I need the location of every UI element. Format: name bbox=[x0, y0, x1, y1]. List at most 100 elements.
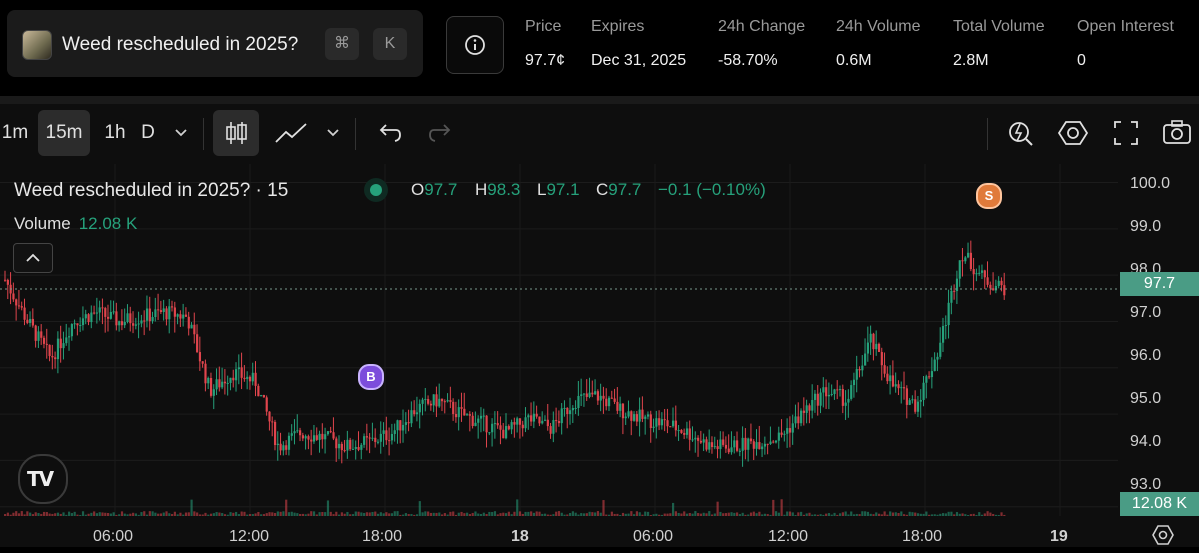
candle-body bbox=[705, 439, 708, 450]
volume-bar bbox=[905, 514, 908, 516]
interval-15m-button[interactable]: 15m bbox=[38, 110, 90, 156]
candle-body bbox=[477, 418, 480, 423]
chart-settings-button[interactable] bbox=[1050, 110, 1096, 156]
volume-bar bbox=[59, 513, 62, 516]
interval-1m-button[interactable]: 1m bbox=[1, 122, 29, 143]
volume-bar bbox=[543, 513, 547, 516]
candle-body bbox=[672, 420, 675, 427]
candle-body bbox=[399, 420, 402, 431]
screenshot-button[interactable] bbox=[1154, 110, 1199, 156]
redo-button[interactable] bbox=[418, 110, 464, 156]
market-search-card[interactable]: Weed rescheduled in 2025? ⌘ K bbox=[7, 10, 423, 77]
candle-body bbox=[805, 405, 808, 413]
candle-body bbox=[791, 423, 794, 433]
candle-body bbox=[989, 284, 992, 289]
volume-bar bbox=[900, 511, 903, 516]
tradingview-logo[interactable]: TV bbox=[18, 454, 68, 504]
volume-bar bbox=[418, 501, 421, 516]
interval-dropdown-button[interactable] bbox=[160, 110, 206, 156]
fullscreen-button[interactable] bbox=[1103, 110, 1149, 156]
collapse-legend-button[interactable] bbox=[13, 243, 53, 273]
chart-type-dropdown-button[interactable] bbox=[310, 110, 356, 156]
volume-bar bbox=[340, 512, 343, 516]
candle-body bbox=[747, 438, 750, 450]
candle-body bbox=[839, 389, 842, 391]
volume-bar bbox=[883, 511, 886, 516]
volume-bar bbox=[827, 513, 831, 516]
candle-body bbox=[502, 429, 505, 439]
candle-body bbox=[580, 394, 583, 396]
volume-bar bbox=[390, 513, 394, 516]
volume-bar bbox=[15, 511, 18, 516]
buy-marker[interactable]: B bbox=[358, 364, 384, 390]
candle-body bbox=[702, 439, 705, 443]
volume-bar bbox=[941, 513, 945, 516]
candle-body bbox=[939, 342, 942, 357]
candle-body bbox=[446, 400, 449, 402]
volume-bar bbox=[81, 511, 85, 516]
volume-bar bbox=[855, 513, 858, 516]
candle-body bbox=[260, 395, 263, 397]
time-axis-label: 12:00 bbox=[229, 528, 270, 545]
price-chart[interactable] bbox=[0, 104, 1199, 547]
volume-bar bbox=[40, 513, 43, 516]
candle-body bbox=[602, 395, 605, 399]
chart-type-candles-button[interactable] bbox=[213, 110, 259, 156]
candle-body bbox=[530, 415, 533, 422]
candle-body bbox=[655, 418, 658, 427]
volume-legend-value: 12.08 K bbox=[78, 214, 138, 233]
stat-price: Price 97.7¢ bbox=[525, 18, 565, 70]
candle-body bbox=[471, 415, 474, 426]
volume-bar bbox=[432, 512, 435, 516]
volume-bar bbox=[452, 511, 455, 516]
volume-bar bbox=[877, 513, 881, 516]
chart-type-line-button[interactable] bbox=[268, 110, 314, 156]
candle-body bbox=[808, 405, 811, 411]
volume-bar bbox=[51, 513, 54, 516]
candle-body bbox=[992, 288, 995, 291]
candle-body bbox=[588, 392, 591, 397]
volume-bar bbox=[299, 513, 302, 516]
volume-bar bbox=[232, 512, 235, 516]
volume-bar bbox=[802, 514, 805, 516]
volume-bar bbox=[964, 514, 967, 516]
candle-body bbox=[722, 439, 725, 445]
volume-bar bbox=[772, 499, 775, 516]
interval-1h-button[interactable]: 1h bbox=[104, 122, 126, 143]
candle-body bbox=[886, 373, 889, 382]
interval-d-button[interactable]: D bbox=[141, 122, 155, 143]
stat-expires: Expires Dec 31, 2025 bbox=[591, 18, 686, 70]
candle-body bbox=[641, 409, 644, 419]
volume-bar bbox=[808, 512, 811, 516]
volume-bar bbox=[666, 513, 669, 516]
candle-body bbox=[385, 430, 388, 441]
candle-body bbox=[338, 443, 341, 449]
volume-bar bbox=[527, 511, 530, 516]
legend-low-value: 97.1 bbox=[546, 180, 580, 199]
quick-search-button[interactable] bbox=[998, 110, 1044, 156]
candle-body bbox=[813, 393, 817, 401]
volume-bar bbox=[930, 514, 934, 516]
volume-bar bbox=[329, 511, 332, 516]
stat-total-volume: Total Volume 2.8M bbox=[953, 18, 1045, 70]
candle-body bbox=[321, 433, 324, 440]
volume-bar bbox=[610, 511, 613, 516]
lightning-search-icon bbox=[1009, 122, 1033, 146]
candle-body bbox=[268, 411, 271, 422]
sell-marker[interactable]: S bbox=[976, 183, 1002, 209]
stat-24h-volume: 24h Volume 0.6M bbox=[836, 18, 921, 70]
undo-button[interactable] bbox=[366, 110, 412, 156]
volume-bar bbox=[488, 511, 491, 516]
candle-body bbox=[610, 397, 613, 399]
candle-body bbox=[137, 323, 140, 325]
volume-bar bbox=[17, 513, 21, 516]
axis-settings-button[interactable] bbox=[1150, 522, 1176, 548]
volume-bar bbox=[382, 513, 385, 516]
volume-bar bbox=[516, 499, 519, 516]
volume-bar bbox=[499, 513, 502, 516]
volume-bar bbox=[79, 514, 82, 516]
legend-open-label: O bbox=[411, 180, 425, 199]
candle-body bbox=[98, 307, 101, 313]
info-button[interactable] bbox=[446, 16, 504, 74]
volume-bar bbox=[159, 513, 163, 516]
